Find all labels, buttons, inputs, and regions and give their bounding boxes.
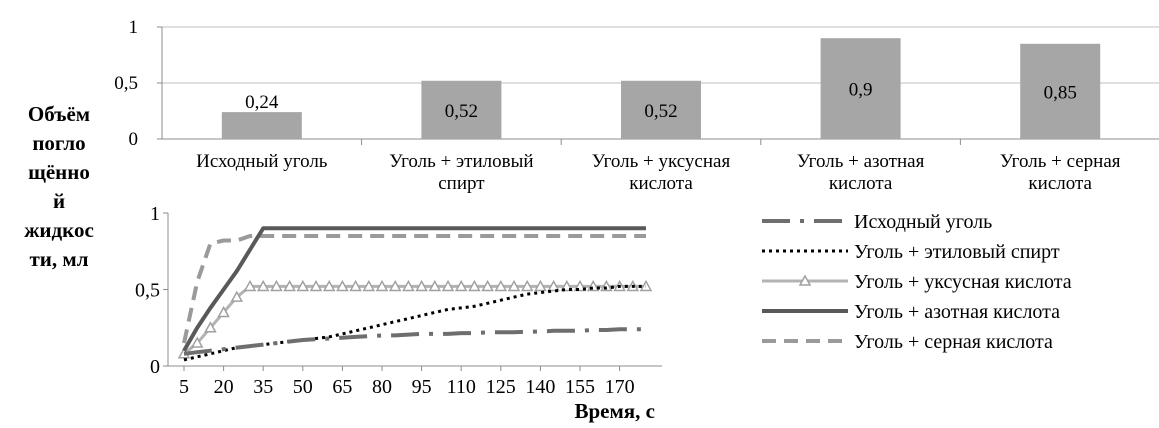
series-marker (481, 279, 494, 292)
series-marker (283, 279, 296, 292)
legend-label: Исходный уголь (854, 211, 992, 233)
legend-label: Уголь + уксусная кислота (854, 271, 1072, 293)
series-marker (190, 336, 204, 348)
y-axis-label-line: жидкос (24, 218, 94, 242)
x-tick-label: 5 (179, 376, 189, 398)
series-marker (243, 279, 257, 292)
bar (820, 38, 901, 140)
x-tick-label: 155 (565, 376, 595, 398)
legend-marker (798, 274, 812, 286)
series-marker (309, 279, 323, 292)
series-line (182, 234, 646, 344)
series-marker (349, 279, 362, 292)
series-marker (494, 279, 508, 292)
bar-data-label: 0,24 (245, 92, 279, 113)
series-line (182, 226, 646, 352)
category-label: спирт (438, 173, 485, 194)
x-tick-label: 80 (372, 376, 392, 398)
y-axis-label: Объём погло щённо й жидкос ти, мл (0, 100, 118, 274)
series-marker (375, 279, 389, 292)
y-axis-label-line: щённо (28, 160, 90, 184)
series-marker (270, 279, 283, 292)
y-axis-label-line: погло (32, 131, 86, 155)
series-marker (336, 279, 349, 292)
series-marker (388, 279, 402, 292)
category-label: кислота (1028, 173, 1092, 194)
x-tick-label: 140 (525, 376, 555, 398)
series-marker (230, 290, 244, 302)
legend-label: Уголь + азотная кислота (854, 301, 1060, 323)
legend: Исходный уголь Уголь + этиловый спирт Угол… (762, 211, 1072, 353)
category-label: кислота (829, 173, 893, 194)
x-tick-label: 35 (253, 376, 273, 398)
x-axis-title: Время, с (575, 399, 656, 423)
y-tick-label: 0,5 (135, 280, 160, 302)
y-axis-label-line: ти, мл (29, 247, 89, 271)
series-marker (204, 321, 217, 333)
y-tick-label: 0,5 (114, 73, 138, 94)
category-label: Уголь + серная (1000, 151, 1121, 172)
series-marker (468, 279, 481, 292)
series-marker (256, 279, 270, 292)
bar-data-label: 0,52 (445, 101, 478, 122)
series-line (183, 284, 646, 355)
series-marker (322, 279, 336, 292)
x-tick-label: 170 (605, 376, 635, 398)
series-marker (428, 279, 442, 292)
series-marker (415, 279, 428, 292)
category-label: Исходный уголь (196, 151, 328, 172)
bar (421, 80, 502, 139)
series-marker (217, 305, 230, 318)
category-label: Уголь + этиловый (389, 151, 533, 172)
x-tick-label: 50 (293, 376, 313, 398)
y-axis-label-line: Объём (27, 102, 91, 126)
category-label: Уголь + уксусная (592, 151, 731, 172)
series-marker (296, 279, 310, 292)
y-axis-label-line: й (52, 189, 66, 213)
legend-label: Уголь + этиловый спирт (854, 241, 1060, 263)
y-tick-label: 0 (129, 129, 139, 150)
series-marker (362, 279, 376, 292)
series-line (183, 284, 646, 362)
series-marker (520, 279, 534, 292)
bar-data-label: 0,52 (644, 101, 677, 122)
category-label: кислота (629, 173, 693, 194)
series-marker (454, 279, 468, 292)
bar-chart: 0 0,5 1 0,24 Исходный уголь 0,52 Уголь + этило… (114, 17, 1159, 194)
bar (621, 80, 701, 139)
line-chart: 0 0,5 1 5 20 35 50 65 80 95 110 125 140 155 170Время, … (135, 203, 662, 423)
x-tick-label: 95 (412, 376, 432, 398)
bar (1020, 43, 1101, 139)
x-tick-label: 65 (332, 376, 352, 398)
bar-data-label: 0,9 (849, 80, 873, 101)
y-tick-label: 1 (129, 17, 139, 38)
series-marker (534, 279, 547, 292)
series-marker (441, 279, 455, 292)
series-marker (547, 279, 560, 292)
legend-label: Уголь + серная кислота (854, 331, 1053, 353)
series-marker (600, 279, 613, 292)
series-marker (507, 279, 521, 292)
series-line (183, 327, 646, 356)
x-tick-label: 20 (214, 376, 234, 398)
bar-data-label: 0,85 (1044, 82, 1077, 103)
y-tick-label: 1 (150, 203, 160, 225)
x-tick-label: 125 (486, 376, 516, 398)
series-marker (402, 279, 415, 292)
y-tick-label: 0 (150, 356, 160, 378)
x-tick-label: 110 (447, 376, 476, 398)
bar (221, 112, 302, 139)
category-label: Уголь + азотная (797, 151, 925, 172)
